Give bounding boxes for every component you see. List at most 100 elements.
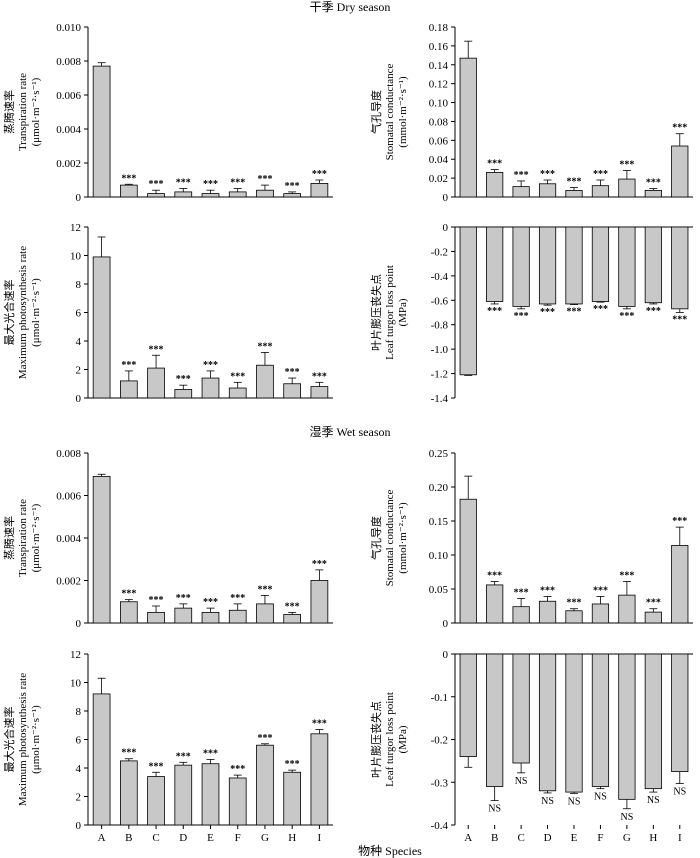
bar-E — [565, 653, 583, 793]
bar-D — [538, 226, 557, 305]
y-axis-label-line: (mmol·m⁻²·s⁻¹) — [397, 76, 409, 148]
y-axis-label-line: Transpiration rate — [17, 499, 29, 577]
bar-H — [644, 611, 662, 624]
significance-label: *** — [540, 169, 555, 180]
bar-F — [228, 387, 247, 399]
bar-H — [644, 189, 662, 198]
panel-2: 0 0.02 0.04 0.06 0.08 0.10 0.12 0.14 0.16 0.18 气孔导… — [369, 22, 693, 204]
bar-A — [459, 57, 477, 198]
bar-E — [201, 763, 220, 826]
y-axis-label-line: (μmol·m⁻²·s⁻¹) — [30, 77, 42, 146]
significance-label: *** — [312, 719, 327, 730]
bar-C — [512, 186, 530, 198]
significance-label: *** — [672, 315, 687, 326]
dry-season-title: 干季 Dry season — [310, 0, 391, 14]
significance-label: *** — [567, 177, 582, 188]
x-tick-label: E — [571, 832, 578, 844]
significance-label: *** — [149, 761, 164, 772]
bar-A — [459, 226, 477, 376]
y-tick-label: 0.05 — [429, 584, 449, 596]
y-tick-label: 0 — [443, 649, 449, 661]
y-tick-label: 12 — [70, 222, 81, 234]
x-tick-label: B — [491, 832, 498, 844]
significance-label: *** — [672, 123, 687, 134]
bar-F — [591, 653, 610, 787]
y-tick-label: 0.010 — [56, 22, 81, 34]
x-tick-label: I — [678, 832, 682, 844]
y-axis-label-line: Maximum photosynthesis rate — [17, 673, 29, 806]
x-tick-label: B — [125, 832, 132, 844]
x-tick-label: D — [544, 832, 552, 844]
y-tick-label: 0.16 — [429, 41, 449, 53]
y-tick-label: 0.002 — [56, 158, 81, 170]
y-tick-label: 6 — [76, 735, 82, 747]
y-tick-label: 0.008 — [56, 56, 81, 68]
y-tick-label: 0.002 — [56, 576, 81, 588]
y-tick-label: 0 — [76, 192, 82, 204]
y-axis-label-line: (μmol·m⁻²·s⁻¹) — [30, 503, 42, 572]
significance-label: *** — [121, 173, 136, 184]
y-axis-label: 最大光合速率Maximum photosynthesis rate(μmol·m… — [2, 246, 42, 379]
y-axis-label-line: 蒸腾速率 — [2, 516, 16, 560]
significance-label: NS — [488, 804, 501, 815]
significance-label: *** — [176, 751, 191, 762]
x-tick-label: H — [649, 832, 657, 844]
significance-label: *** — [203, 748, 218, 759]
y-axis-label: 气孔导度Stomatal conductance(mmol·m⁻²·s⁻¹) — [369, 489, 409, 586]
bar-B — [486, 653, 504, 787]
bar-I — [671, 653, 689, 772]
panel-1: 0 0.002 0.004 0.006 0.008 0.010 蒸腾速率Transpirat… — [2, 22, 333, 204]
x-tick-label: A — [98, 832, 106, 844]
y-tick-label: 0.06 — [429, 135, 449, 147]
y-axis-label-line: (MPa) — [397, 298, 409, 326]
significance-label: *** — [176, 374, 191, 385]
y-axis-label-line: 气孔导度 — [369, 516, 383, 560]
bar-G — [618, 226, 636, 307]
bar-I — [310, 580, 329, 624]
x-tick-label: H — [288, 832, 296, 844]
y-axis-label-line: (mmol·m⁻²·s⁻¹) — [397, 502, 409, 574]
panel-3: 0 2 4 6 8 10 12 最大光合速率Maximum photosynthesis ra… — [2, 222, 333, 405]
bar-E — [565, 189, 583, 198]
y-tick-label: 0 — [443, 222, 449, 234]
wet-season-title: 湿季 Wet season — [309, 424, 390, 439]
significance-label: NS — [673, 787, 686, 798]
significance-label: *** — [487, 159, 502, 170]
bar-I — [671, 545, 689, 624]
significance-label: *** — [257, 584, 272, 595]
bar-D — [174, 764, 193, 826]
y-tick-label: 2 — [76, 365, 82, 377]
y-tick-label: 0 — [76, 618, 82, 630]
bar-G — [256, 189, 274, 198]
y-axis-label-line: Leaf turgor loss point — [384, 265, 396, 360]
significance-label: *** — [257, 341, 272, 352]
bar-A — [92, 65, 111, 198]
y-axis-label-line: 最大光合速率 — [2, 280, 16, 346]
bar-G — [256, 603, 274, 624]
bar-E — [201, 611, 220, 624]
significance-label: *** — [176, 178, 191, 189]
significance-label: *** — [514, 588, 529, 599]
bar-G — [618, 594, 636, 624]
y-axis-label-line: Leaf turgor loss point — [384, 692, 396, 787]
x-tick-label: C — [517, 832, 524, 844]
significance-label: *** — [230, 764, 245, 775]
bar-D — [538, 653, 557, 792]
y-tick-label: 0.25 — [429, 448, 449, 460]
bar-H — [283, 383, 302, 399]
significance-label: *** — [285, 367, 300, 378]
y-tick-label: 10 — [70, 678, 82, 690]
significance-label: *** — [514, 311, 529, 322]
y-tick-label: 4 — [76, 336, 82, 348]
significance-label: *** — [567, 307, 582, 318]
bar-D — [538, 183, 557, 198]
y-tick-label: 2 — [76, 792, 82, 804]
significance-label: NS — [620, 812, 633, 823]
panel-4: 0 -0.2 -0.4 -0.6 -0.8 -1.0 -1.2 -1.4 叶片膨压丧失点Leaf… — [369, 222, 693, 405]
y-tick-label: 0.18 — [429, 22, 449, 34]
y-axis-label-line: Transpiration rate — [17, 73, 29, 151]
significance-label: *** — [121, 360, 136, 371]
y-tick-label: -0.3 — [431, 777, 449, 789]
y-tick-label: 0.12 — [429, 79, 448, 91]
